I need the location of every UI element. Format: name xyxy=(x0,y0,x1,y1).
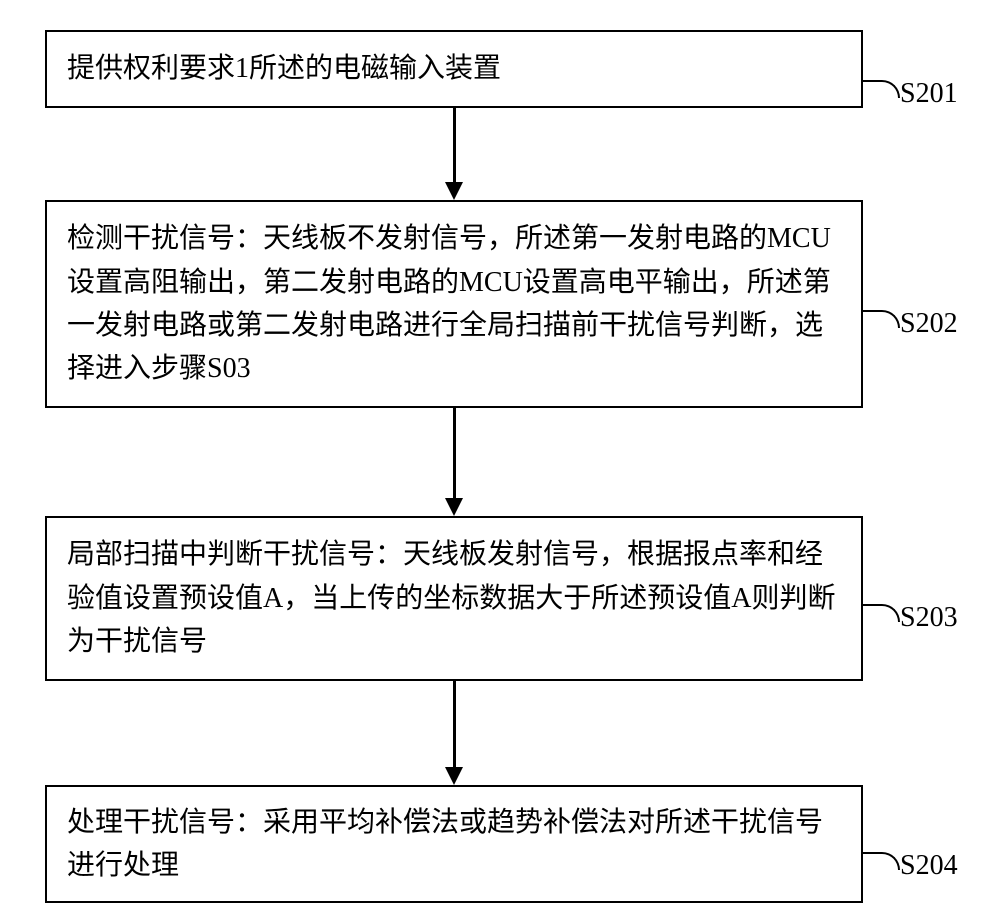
arrow-head-icon xyxy=(445,182,463,200)
flowchart-canvas: { "layout": { "canvas": { "w": 1000, "h"… xyxy=(0,0,1000,914)
flow-node-s202: 检测干扰信号：天线板不发射信号，所述第一发射电路的MCU设置高阻输出，第二发射电… xyxy=(45,200,863,408)
step-label-s201: S201 xyxy=(900,78,958,110)
flow-node-text: 处理干扰信号：采用平均补偿法或趋势补偿法对所述干扰信号进行处理 xyxy=(67,801,841,888)
step-label-s204: S204 xyxy=(900,850,958,882)
label-connector xyxy=(863,604,900,622)
arrow-line xyxy=(453,408,456,498)
arrow-head-icon xyxy=(445,767,463,785)
flow-node-text: 检测干扰信号：天线板不发射信号，所述第一发射电路的MCU设置高阻输出，第二发射电… xyxy=(67,217,841,391)
step-label-s203: S203 xyxy=(900,602,958,634)
arrow-head-icon xyxy=(445,498,463,516)
label-connector xyxy=(863,852,900,870)
step-label-s202: S202 xyxy=(900,308,958,340)
flow-node-s201: 提供权利要求1所述的电磁输入装置 xyxy=(45,30,863,108)
flow-node-s203: 局部扫描中判断干扰信号：天线板发射信号，根据报点率和经验值设置预设值A，当上传的… xyxy=(45,516,863,681)
flow-node-s204: 处理干扰信号：采用平均补偿法或趋势补偿法对所述干扰信号进行处理 xyxy=(45,785,863,903)
flow-node-text: 局部扫描中判断干扰信号：天线板发射信号，根据报点率和经验值设置预设值A，当上传的… xyxy=(67,533,841,663)
label-connector xyxy=(863,310,900,328)
arrow-line xyxy=(453,681,456,767)
label-connector xyxy=(863,80,900,98)
flow-node-text: 提供权利要求1所述的电磁输入装置 xyxy=(67,47,841,90)
arrow-line xyxy=(453,108,456,182)
